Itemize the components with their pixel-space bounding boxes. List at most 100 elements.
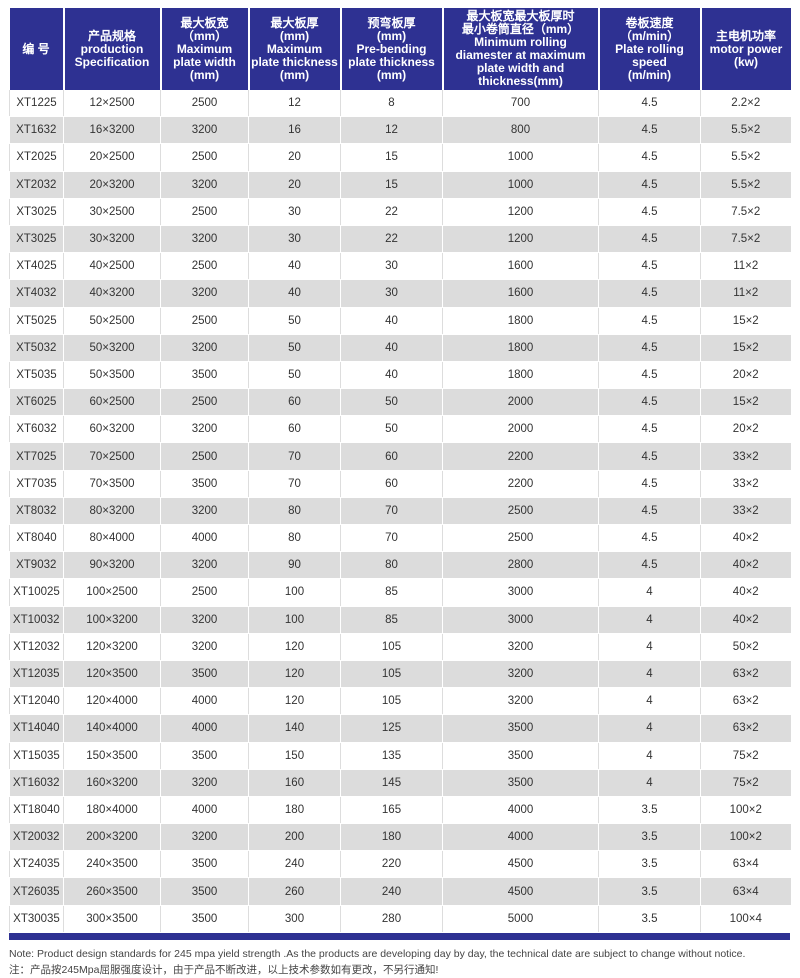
header-en-label: (mm) — [376, 28, 407, 43]
cell-max-plate-width: 2500 — [160, 307, 249, 335]
header-en-label: production — [80, 41, 144, 56]
cell-min-roll-diameter: 2200 — [442, 470, 599, 498]
cell-model: XT9032 — [9, 551, 64, 580]
cell-min-roll-diameter: 3500 — [442, 769, 599, 797]
cell-pre-bending-thickness: 22 — [340, 225, 443, 254]
cell-max-plate-thickness: 260 — [248, 877, 341, 906]
cell-specification: 30×2500 — [63, 198, 161, 226]
cell-motor-power: 33×2 — [700, 442, 791, 471]
cell-rolling-speed: 4.5 — [598, 388, 701, 417]
cell-motor-power: 75×2 — [700, 742, 791, 770]
cell-specification: 80×3200 — [63, 497, 161, 526]
cell-rolling-speed: 4.5 — [598, 334, 701, 362]
header-en-label: Maximum — [266, 41, 323, 56]
cell-pre-bending-thickness: 15 — [340, 171, 443, 199]
cell-pre-bending-thickness: 80 — [340, 551, 443, 580]
cell-rolling-speed: 4.5 — [598, 551, 701, 580]
cell-model: XT4025 — [9, 252, 64, 281]
cell-model: XT2025 — [9, 143, 64, 172]
header-en-label: (mm) — [376, 67, 407, 82]
table-row: XT5035 50×3500 3500 50 40 1800 4.5 20×2 — [9, 361, 791, 390]
cell-max-plate-width: 3500 — [160, 361, 249, 390]
note-english: Note: Product design standards for 245 m… — [9, 947, 746, 960]
cell-rolling-speed: 4 — [598, 714, 701, 743]
cell-max-plate-width: 3500 — [160, 742, 249, 770]
header-en-label: thickness(mm) — [478, 74, 563, 88]
cell-model: XT12035 — [9, 660, 64, 689]
cell-max-plate-thickness: 70 — [248, 442, 341, 471]
cell-rolling-speed: 4.5 — [598, 361, 701, 390]
cell-max-plate-width: 3200 — [160, 497, 249, 526]
cell-motor-power: 40×2 — [700, 578, 791, 607]
cell-max-plate-width: 3200 — [160, 633, 249, 661]
cell-model: XT1225 — [9, 90, 64, 118]
cell-pre-bending-thickness: 105 — [340, 633, 443, 661]
table-row: XT3025 30×3200 3200 30 22 1200 4.5 7.5×2 — [9, 225, 791, 254]
cell-max-plate-width: 3500 — [160, 905, 249, 933]
table-row: XT2032 20×3200 3200 20 15 1000 4.5 5.5×2 — [9, 171, 791, 199]
cell-pre-bending-thickness: 240 — [340, 877, 443, 906]
cell-min-roll-diameter: 3200 — [442, 633, 599, 661]
header-cn-label: 最大板厚 — [270, 15, 319, 30]
header-row: 编 号产品规格 production Specification 最大板宽 （mm） Ma… — [9, 8, 791, 90]
cell-model: XT5035 — [9, 361, 64, 390]
header-cn-label: 最大板宽最大板厚时 — [466, 9, 575, 23]
cell-max-plate-width: 3200 — [160, 823, 249, 852]
cell-rolling-speed: 4 — [598, 660, 701, 689]
cell-max-plate-thickness: 300 — [248, 905, 341, 933]
cell-min-roll-diameter: 3000 — [442, 606, 599, 634]
header-en-label: plate thickness — [251, 54, 338, 69]
cell-specification: 12×2500 — [63, 90, 161, 118]
cell-model: XT12032 — [9, 633, 64, 661]
table-row: XT20032 200×3200 3200 200 180 4000 3.5 100×2 — [9, 823, 791, 852]
cell-rolling-speed: 4 — [598, 687, 701, 716]
cell-specification: 160×3200 — [63, 769, 161, 797]
cell-rolling-speed: 4.5 — [598, 116, 701, 145]
header-en-label: （m/min） — [619, 28, 680, 43]
cell-max-plate-thickness: 70 — [248, 470, 341, 498]
cell-rolling-speed: 4 — [598, 606, 701, 634]
cell-motor-power: 63×4 — [700, 877, 791, 906]
cell-pre-bending-thickness: 12 — [340, 116, 443, 145]
cell-max-plate-thickness: 20 — [248, 171, 341, 199]
cell-pre-bending-thickness: 105 — [340, 687, 443, 716]
cell-model: XT7035 — [9, 470, 64, 498]
cell-max-plate-thickness: 160 — [248, 769, 341, 797]
cell-min-roll-diameter: 3500 — [442, 714, 599, 743]
table-row: XT26035 260×3500 3500 260 240 4500 3.5 63×4 — [9, 877, 791, 906]
cell-pre-bending-thickness: 105 — [340, 660, 443, 689]
cell-rolling-speed: 4 — [598, 742, 701, 770]
cell-model: XT7025 — [9, 442, 64, 471]
cell-motor-power: 7.5×2 — [700, 198, 791, 226]
cell-max-plate-thickness: 40 — [248, 252, 341, 281]
cell-max-plate-thickness: 50 — [248, 361, 341, 390]
cell-rolling-speed: 3.5 — [598, 796, 701, 825]
cell-max-plate-width: 3500 — [160, 470, 249, 498]
cell-max-plate-width: 3200 — [160, 769, 249, 797]
cell-model: XT20032 — [9, 823, 64, 852]
cell-specification: 30×3200 — [63, 225, 161, 254]
cell-specification: 240×3500 — [63, 850, 161, 879]
cell-max-plate-thickness: 16 — [248, 116, 341, 145]
cell-motor-power: 15×2 — [700, 307, 791, 335]
cell-pre-bending-thickness: 70 — [340, 524, 443, 553]
cell-model: XT6025 — [9, 388, 64, 417]
cell-model: XT15035 — [9, 742, 64, 770]
cell-max-plate-width: 3200 — [160, 415, 249, 444]
header-rolling-speed: 卷板速度 （m/min） Plate rolling speed (m/min) — [597, 8, 701, 90]
cell-max-plate-thickness: 100 — [248, 578, 341, 607]
cell-min-roll-diameter: 4500 — [442, 877, 599, 906]
cell-specification: 50×3200 — [63, 334, 161, 362]
cell-specification: 140×4000 — [63, 714, 161, 743]
header-en-label: plate width and — [476, 61, 565, 75]
cell-max-plate-thickness: 140 — [248, 714, 341, 743]
cell-max-plate-width: 2500 — [160, 442, 249, 471]
header-cn-label: 最大板宽 — [180, 15, 229, 30]
cell-specification: 70×2500 — [63, 442, 161, 471]
table-row: XT12035 120×3500 3500 120 105 3200 4 63×2 — [9, 660, 791, 689]
cell-min-roll-diameter: 2800 — [442, 551, 599, 580]
cell-max-plate-thickness: 120 — [248, 633, 341, 661]
header-min-roll-diameter: 最大板宽最大板厚时 最小卷筒直径（mm） Minimum rolling diames… — [441, 8, 599, 90]
cell-specification: 90×3200 — [63, 551, 161, 580]
table-row: XT5025 50×2500 2500 50 40 1800 4.5 15×2 — [9, 307, 791, 335]
